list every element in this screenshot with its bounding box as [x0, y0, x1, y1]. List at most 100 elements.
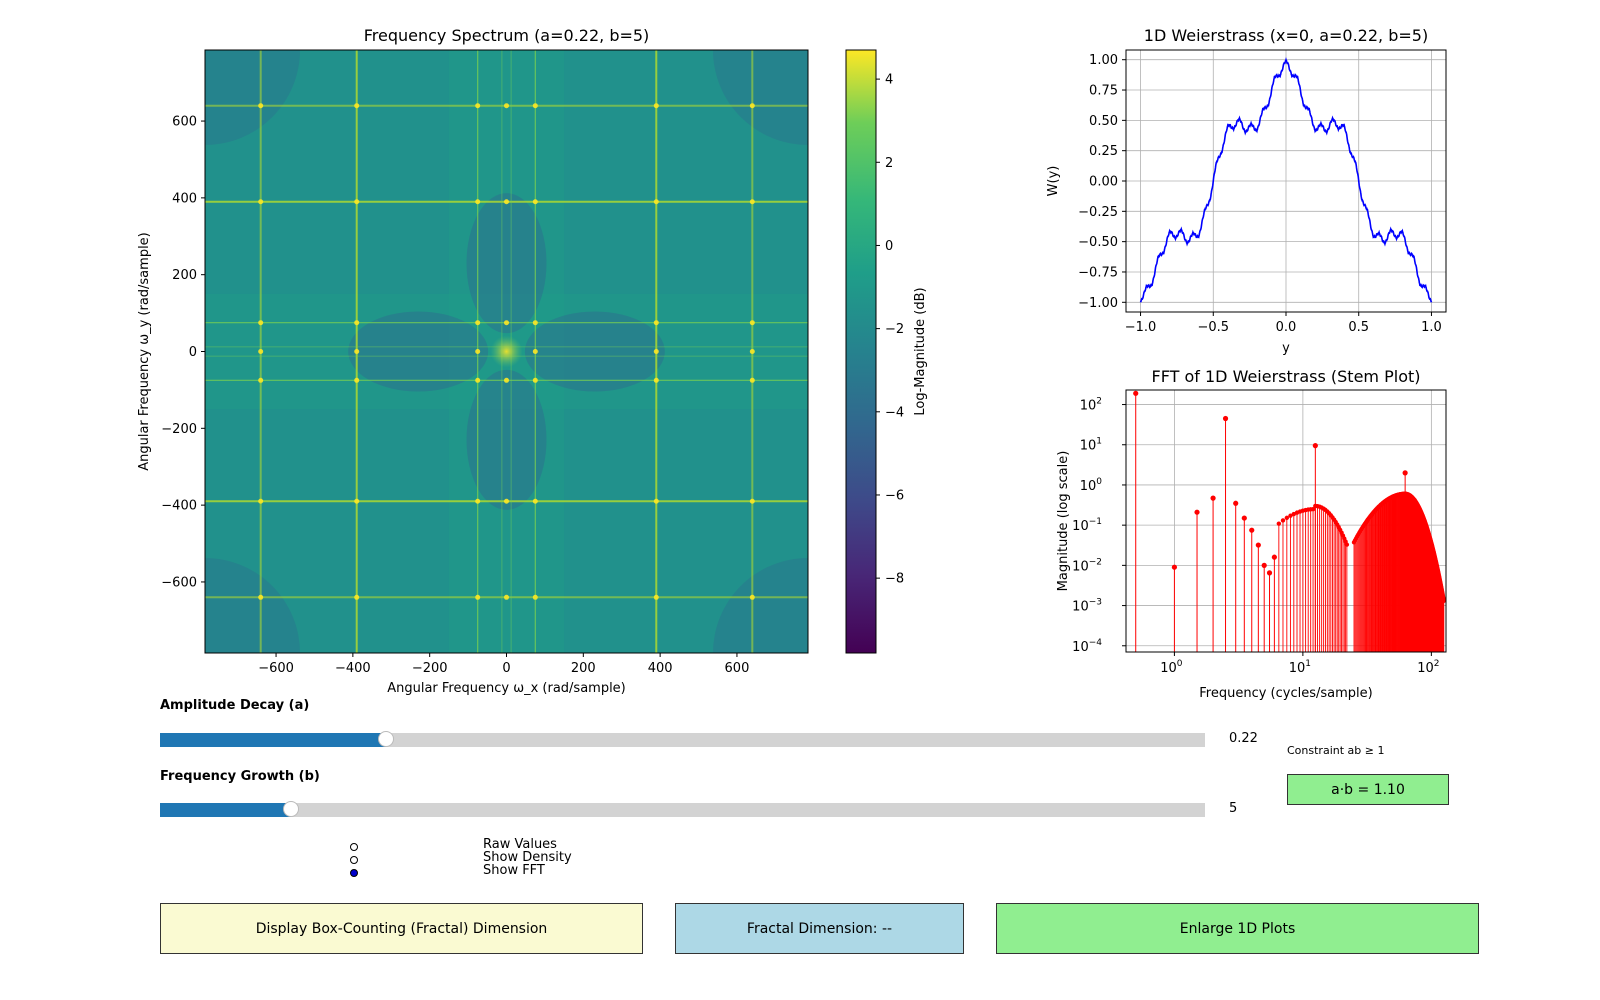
heatmap-x-tick-label: −400 [335, 661, 371, 676]
line-x-tick-label: 1.0 [1421, 320, 1442, 335]
heatmap-peak-point [749, 320, 755, 326]
heatmap-peak-point [354, 594, 360, 600]
heatmap-peak-point [475, 349, 481, 354]
fractal-dimension-display: Fractal Dimension: -- [675, 903, 964, 954]
line-x-axis-label: y [1282, 341, 1290, 356]
heatmap-peak-point [258, 349, 264, 354]
heatmap-peak-point [354, 377, 360, 383]
radio-show-fft[interactable] [350, 869, 358, 877]
line-y-tick-label: −1.00 [1078, 296, 1118, 311]
stem-marker [1194, 509, 1200, 515]
heatmap-peak-point [504, 103, 509, 109]
constraint-label: Constraint ab ≥ 1 [1287, 744, 1385, 757]
stem-marker [1310, 506, 1316, 512]
heatmap-peak-point [653, 377, 659, 383]
heatmap-peak-point [749, 199, 755, 205]
weierstrass-series-line [1139, 56, 1433, 303]
heatmap-x-axis-label: Angular Frequency ω_x (rad/sample) [387, 681, 626, 696]
line-x-tick-label: −0.5 [1197, 320, 1229, 335]
heatmap-peak-point [475, 498, 481, 504]
line-y-tick-label: −0.50 [1078, 235, 1118, 250]
heatmap-peak-point [504, 320, 509, 326]
heatmap-y-tick-label: 200 [172, 268, 197, 283]
heatmap-peak-point [749, 498, 755, 504]
stem-marker [1261, 562, 1267, 568]
stem-marker [1441, 598, 1446, 604]
line-plot-title: 1D Weierstrass (x=0, a=0.22, b=5) [1144, 26, 1428, 45]
heatmap-peak-point [258, 199, 264, 205]
heatmap-peak-point [532, 199, 538, 205]
heatmap-corner-region [205, 50, 300, 145]
radio-show-density[interactable] [350, 856, 358, 864]
frequency-slider-handle[interactable] [282, 801, 299, 817]
heatmap-y-tick-label: −400 [161, 499, 197, 514]
heatmap-peak-point [653, 320, 659, 326]
stem-marker [1210, 495, 1216, 501]
heatmap-lobe [348, 311, 489, 392]
heatmap-features [205, 50, 808, 653]
heatmap-peak-point [532, 349, 538, 354]
heatmap-peak-point [532, 498, 538, 504]
stem-marker [1233, 500, 1239, 506]
amplitude-value: 0.22 [1229, 731, 1258, 746]
stem-marker [1280, 518, 1286, 523]
heatmap-lobe [524, 311, 665, 392]
stem-marker [1222, 415, 1229, 422]
heatmap-x-tick-label: 200 [571, 661, 596, 676]
radio-raw-values-label: Raw Values [483, 837, 557, 852]
stem-y-tick-label: 10−3 [1072, 598, 1102, 615]
stem-y-tick-exponent: 2 [1096, 397, 1102, 407]
fractal-dimension-button[interactable]: Display Box-Counting (Fractal) Dimension [160, 903, 643, 954]
stem-y-tick-exponent: −3 [1089, 598, 1102, 608]
stem-marker [1288, 513, 1293, 518]
heatmap-x-tick-label: −200 [412, 661, 448, 676]
weierstrass-line-plot: −1.0 −0.5 0.0 0.5 1.0 1.00 0.75 0.50 0.25 0.00 −0.… [1046, 26, 1447, 356]
heatmap-peak-point [653, 498, 659, 504]
colorbar-tick-label: −6 [885, 488, 904, 503]
amplitude-slider[interactable] [160, 731, 1205, 747]
heatmap-peak-point [354, 320, 360, 326]
colorbar-tick-label: 4 [885, 73, 893, 88]
stem-marker [1402, 470, 1408, 476]
heatmap-center-peak [490, 335, 523, 368]
heatmap-corner-region [713, 558, 808, 653]
heatmap-y-tick-label: −200 [161, 422, 197, 437]
heatmap-peak-point [475, 594, 481, 600]
heatmap-title: Frequency Spectrum (a=0.22, b=5) [364, 26, 650, 45]
stem-marker [1276, 521, 1282, 526]
heatmap-y-axis-label: Angular Frequency ω_y (rad/sample) [137, 232, 152, 471]
frequency-value: 5 [1229, 801, 1238, 816]
amplitude-slider-handle[interactable] [377, 731, 394, 747]
enlarge-1d-plots-button[interactable]: Enlarge 1D Plots [996, 903, 1479, 954]
stem-y-tick-label: 10−4 [1072, 638, 1102, 655]
heatmap-peak-point [653, 349, 659, 354]
colorbar-tick-label: −4 [885, 405, 904, 420]
colorbar-tick-label: 0 [885, 239, 893, 254]
line-y-tick-label: 1.00 [1089, 53, 1118, 68]
stem-y-tick-label: 100 [1080, 477, 1103, 494]
heatmap-x-tick-label: −600 [258, 661, 294, 676]
heatmap-y-tick-label: 400 [172, 191, 197, 206]
stem-series [1133, 390, 1446, 652]
stem-y-tick-label: 101 [1080, 437, 1102, 454]
stem-marker [1284, 515, 1290, 521]
heatmap-peak-point [354, 498, 360, 504]
ab-product-display: a·b = 1.10 [1287, 774, 1449, 805]
line-y-tick-label: 0.25 [1089, 144, 1118, 159]
colorbar-tick-label: 2 [885, 156, 893, 171]
heatmap-peak-point [258, 103, 264, 109]
heatmap-peak-point [532, 594, 538, 600]
heatmap-peak-point [504, 199, 509, 205]
heatmap-y-tick-label: −600 [161, 575, 197, 590]
frequency-slider[interactable] [160, 801, 1205, 817]
heatmap-corner-region [205, 558, 300, 653]
radio-raw-values[interactable] [350, 843, 358, 851]
stem-x-axis-label: Frequency (cycles/sample) [1199, 686, 1372, 701]
heatmap-y-tick-label: 0 [189, 345, 197, 360]
amplitude-slider-label: Amplitude Decay (a) [160, 698, 310, 713]
stem-x-tick-label: 101 [1289, 659, 1311, 676]
stem-marker [1241, 515, 1247, 521]
colorbar-tick-label: −2 [885, 322, 904, 337]
radio-show-density-label: Show Density [483, 850, 572, 865]
